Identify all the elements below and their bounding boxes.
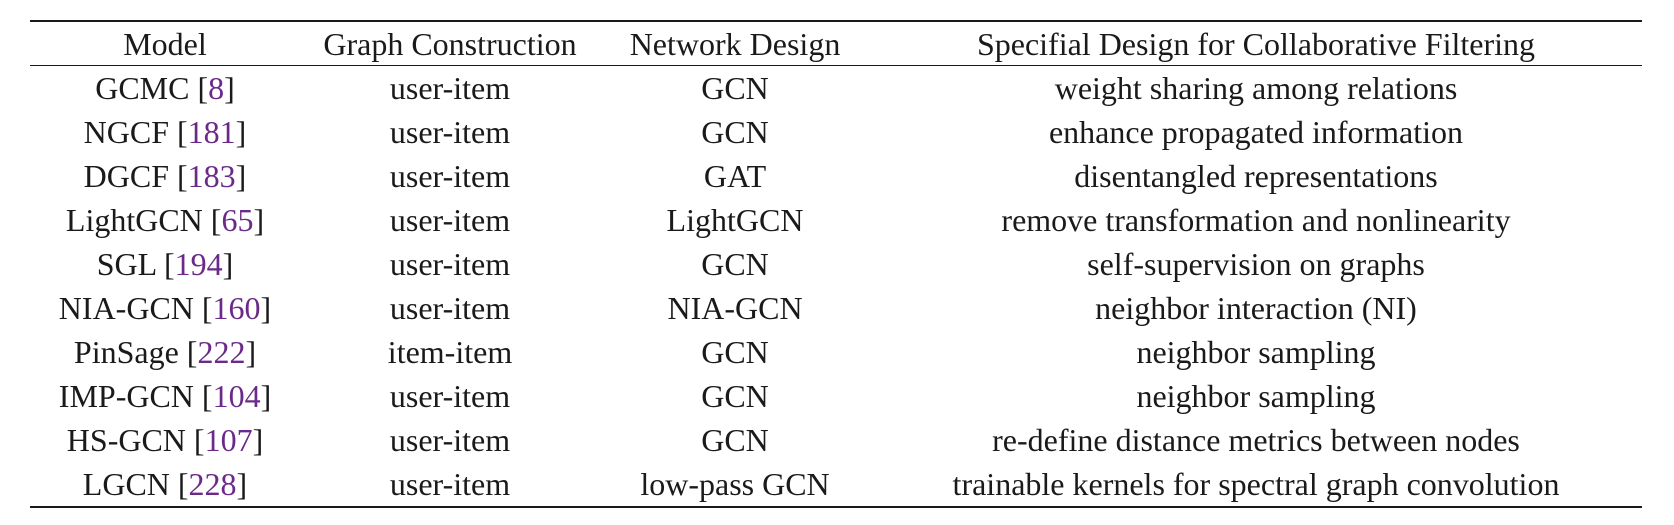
special-design-cell: neighbor interaction (NI) <box>1095 290 1417 326</box>
citation-link[interactable]: 228 <box>188 466 237 502</box>
model-name: SGL <box>96 246 156 282</box>
special-design-cell: neighbor sampling <box>1136 378 1376 414</box>
network-design-cell: low-pass GCN <box>640 466 830 502</box>
model-name: DGCF <box>83 158 170 194</box>
graph-construction-cell: user-item <box>389 246 511 282</box>
table-body: GCMC [8] user-item GCN weight sharing am… <box>30 66 1642 507</box>
header-row: Model Graph Construction Network Design … <box>30 21 1642 66</box>
citation-link[interactable]: 222 <box>197 334 246 370</box>
special-design-cell: weight sharing among relations <box>1054 70 1458 106</box>
header-graph-construction: Graph Construction <box>323 25 577 62</box>
graph-construction-cell: item-item <box>387 334 513 370</box>
model-name: GCMC <box>95 70 190 106</box>
citation-link[interactable]: 65 <box>221 202 254 238</box>
model-cell: LightGCN [65] <box>65 202 265 238</box>
table-row: LGCN [228] user-item low-pass GCN traina… <box>30 462 1642 507</box>
network-design-cell: GCN <box>701 246 769 282</box>
model-cell: HS-GCN [107] <box>66 422 264 458</box>
network-design-cell: GAT <box>703 158 767 194</box>
model-cell: GCMC [8] <box>95 70 235 106</box>
model-cell: NGCF [181] <box>83 114 247 150</box>
citation-link[interactable]: 194 <box>174 246 223 282</box>
model-cell: DGCF [183] <box>83 158 247 194</box>
graph-construction-cell: user-item <box>389 422 511 458</box>
citation-link[interactable]: 8 <box>208 70 225 106</box>
model-name: NIA-GCN <box>58 290 194 326</box>
table-row: DGCF [183] user-item GAT disentangled re… <box>30 154 1642 198</box>
graph-construction-cell: user-item <box>389 158 511 194</box>
model-cell: PinSage [222] <box>73 334 257 370</box>
table-row: NIA-GCN [160] user-item NIA-GCN neighbor… <box>30 286 1642 330</box>
graph-construction-cell: user-item <box>389 290 511 326</box>
special-design-cell: neighbor sampling <box>1136 334 1376 370</box>
network-design-cell: NIA-GCN <box>667 290 803 326</box>
special-design-cell: self-supervision on graphs <box>1087 246 1425 282</box>
table-row: SGL [194] user-item GCN self-supervision… <box>30 242 1642 286</box>
network-design-cell: GCN <box>701 378 769 414</box>
graph-construction-cell: user-item <box>389 114 511 150</box>
special-design-cell: remove transformation and nonlinearity <box>1001 202 1511 238</box>
model-name: PinSage <box>73 334 179 370</box>
network-design-cell: GCN <box>701 422 769 458</box>
special-design-cell: enhance propagated information <box>1048 114 1464 150</box>
graph-construction-cell: user-item <box>389 466 511 502</box>
model-name: HS-GCN <box>66 422 186 458</box>
table-header: Model Graph Construction Network Design … <box>30 21 1642 66</box>
network-design-cell: GCN <box>701 114 769 150</box>
graph-construction-cell: user-item <box>389 378 511 414</box>
special-design-cell: re-define distance metrics between nodes <box>992 422 1520 458</box>
special-design-cell: disentangled representations <box>1074 158 1438 194</box>
network-design-cell: GCN <box>701 334 769 370</box>
network-design-cell: LightGCN <box>666 202 804 238</box>
citation-link[interactable]: 160 <box>212 290 261 326</box>
table-row: GCMC [8] user-item GCN weight sharing am… <box>30 66 1642 111</box>
model-cell: LGCN [228] <box>82 466 248 502</box>
citation-link[interactable]: 104 <box>212 378 261 414</box>
citation-link[interactable]: 181 <box>187 114 236 150</box>
graph-construction-cell: user-item <box>389 70 511 106</box>
comparison-table-container: Model Graph Construction Network Design … <box>30 20 1642 508</box>
table-row: PinSage [222] item-item GCN neighbor sam… <box>30 330 1642 374</box>
model-name: LGCN <box>82 466 170 502</box>
network-design-cell: GCN <box>701 70 769 106</box>
special-design-cell: trainable kernels for spectral graph con… <box>952 466 1560 502</box>
header-model: Model <box>123 25 207 62</box>
table-row: IMP-GCN [104] user-item GCN neighbor sam… <box>30 374 1642 418</box>
header-special-design: Specifial Design for Collaborative Filte… <box>976 25 1536 62</box>
citation-link[interactable]: 107 <box>204 422 253 458</box>
model-name: LightGCN <box>65 202 203 238</box>
table-row: HS-GCN [107] user-item GCN re-define dis… <box>30 418 1642 462</box>
model-cell: IMP-GCN [104] <box>58 378 272 414</box>
model-cell: SGL [194] <box>96 246 234 282</box>
header-network-design: Network Design <box>629 25 841 62</box>
table-row: NGCF [181] user-item GCN enhance propaga… <box>30 110 1642 154</box>
model-name: NGCF <box>83 114 170 150</box>
graph-construction-cell: user-item <box>389 202 511 238</box>
citation-link[interactable]: 183 <box>187 158 236 194</box>
table-row: LightGCN [65] user-item LightGCN remove … <box>30 198 1642 242</box>
model-cell: NIA-GCN [160] <box>58 290 272 326</box>
comparison-table: Model Graph Construction Network Design … <box>30 20 1642 508</box>
model-name: IMP-GCN <box>58 378 194 414</box>
